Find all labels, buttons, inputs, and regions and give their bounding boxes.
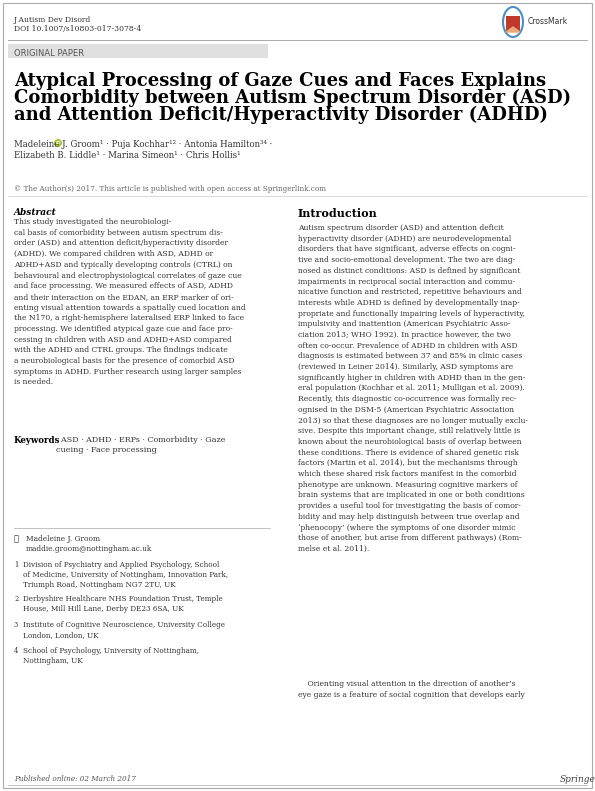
Text: maddie.groom@nottingham.ac.uk: maddie.groom@nottingham.ac.uk	[26, 545, 152, 553]
Text: ✉: ✉	[14, 535, 19, 543]
Text: iD: iD	[55, 141, 61, 145]
Text: Madeleine J. Groom: Madeleine J. Groom	[26, 535, 100, 543]
FancyBboxPatch shape	[3, 3, 592, 788]
Text: Orienting visual attention in the direction of another’s
eye gaze is a feature o: Orienting visual attention in the direct…	[298, 680, 525, 698]
Text: School of Psychology, University of Nottingham,
Nottingham, UK: School of Psychology, University of Nott…	[23, 647, 199, 665]
Text: ASD · ADHD · ERPs · Comorbidity · Gaze
cueing · Face processing: ASD · ADHD · ERPs · Comorbidity · Gaze c…	[56, 436, 226, 454]
Text: 4: 4	[14, 647, 18, 655]
FancyBboxPatch shape	[8, 44, 268, 58]
Text: Published online: 02 March 2017: Published online: 02 March 2017	[14, 775, 136, 783]
Text: Comorbidity between Autism Spectrum Disorder (ASD): Comorbidity between Autism Spectrum Diso…	[14, 89, 571, 108]
Circle shape	[54, 139, 62, 147]
Text: Abstract: Abstract	[14, 208, 57, 217]
Text: Springer: Springer	[560, 775, 595, 784]
Text: 3: 3	[14, 621, 18, 629]
Text: Madeleine J. Groom¹ · Puja Kochhar¹² · Antonia Hamilton³⁴ ·: Madeleine J. Groom¹ · Puja Kochhar¹² · A…	[14, 140, 273, 149]
Text: Introduction: Introduction	[298, 208, 378, 219]
Text: © The Author(s) 2017. This article is published with open access at Springerlink: © The Author(s) 2017. This article is pu…	[14, 185, 326, 193]
Text: ORIGINAL PAPER: ORIGINAL PAPER	[14, 49, 84, 58]
Text: Atypical Processing of Gaze Cues and Faces Explains: Atypical Processing of Gaze Cues and Fac…	[14, 72, 546, 90]
Text: 1: 1	[14, 561, 18, 569]
Polygon shape	[506, 27, 520, 32]
Text: J Autism Dev Disord: J Autism Dev Disord	[14, 16, 91, 24]
Text: Derbyshire Healthcare NHS Foundation Trust, Temple
House, Mill Hill Lane, Derby : Derbyshire Healthcare NHS Foundation Tru…	[23, 595, 223, 613]
Text: DOI 10.1007/s10803-017-3078-4: DOI 10.1007/s10803-017-3078-4	[14, 25, 141, 33]
Text: Division of Psychiatry and Applied Psychology, School
of Medicine, University of: Division of Psychiatry and Applied Psych…	[23, 561, 228, 589]
Text: This study investigated the neurobiologi-
cal basis of comorbidity between autis: This study investigated the neurobiologi…	[14, 218, 246, 387]
FancyBboxPatch shape	[506, 16, 520, 32]
Text: Elizabeth B. Liddle¹ · Marina Simeon¹ · Chris Hollis¹: Elizabeth B. Liddle¹ · Marina Simeon¹ · …	[14, 151, 240, 160]
Text: Autism spectrum disorder (ASD) and attention deficit
hyperactivity disorder (ADH: Autism spectrum disorder (ASD) and atten…	[298, 224, 528, 553]
Text: 2: 2	[14, 595, 18, 603]
Text: Institute of Cognitive Neuroscience, University College
London, London, UK: Institute of Cognitive Neuroscience, Uni…	[23, 621, 225, 639]
Text: CrossMark: CrossMark	[528, 17, 568, 27]
Text: and Attention Deficit/Hyperactivity Disorder (ADHD): and Attention Deficit/Hyperactivity Diso…	[14, 106, 548, 124]
Text: Keywords: Keywords	[14, 436, 61, 445]
